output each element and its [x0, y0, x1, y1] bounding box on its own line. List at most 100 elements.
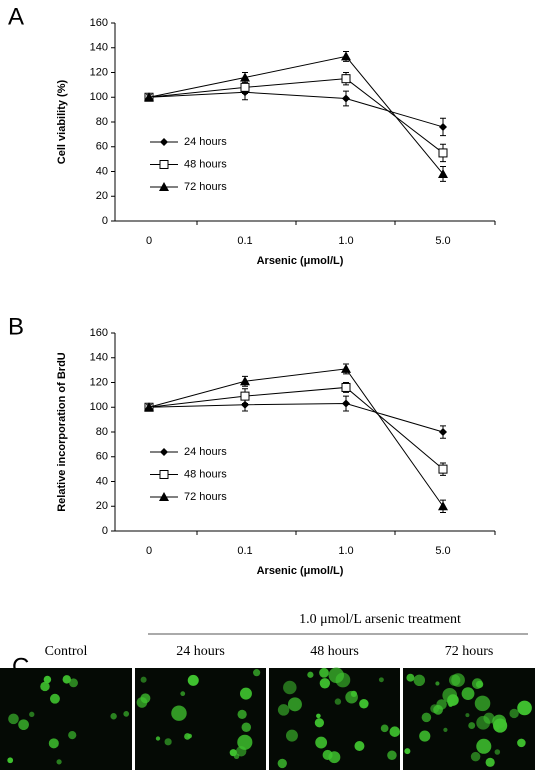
- cell: [319, 678, 331, 689]
- y-tick-label: 60: [96, 141, 108, 153]
- x-tick-label: 0.1: [237, 545, 252, 557]
- cell: [283, 680, 297, 695]
- y-tick-label: 100: [90, 401, 108, 413]
- cell: [237, 709, 247, 720]
- cell: [43, 675, 52, 684]
- marker: [438, 501, 448, 511]
- cell: [493, 718, 508, 733]
- marker: [240, 72, 250, 82]
- y-tick-label: 80: [96, 116, 108, 128]
- marker: [341, 363, 351, 373]
- y-tick-label: 80: [96, 426, 108, 438]
- cell: [435, 681, 440, 686]
- marker: [341, 51, 351, 61]
- cell: [406, 673, 415, 682]
- cell: [241, 722, 252, 732]
- x-tick-label: 5.0: [435, 545, 450, 557]
- legend-label: 48 hours: [184, 468, 227, 480]
- cell: [239, 687, 252, 700]
- cell: [315, 736, 328, 749]
- marker: [438, 464, 448, 474]
- legend-marker: [160, 448, 168, 456]
- marker: [341, 382, 351, 392]
- y-tick-label: 160: [90, 327, 108, 339]
- cell: [62, 675, 72, 684]
- cell: [110, 713, 117, 720]
- cell: [49, 693, 60, 704]
- cell: [476, 738, 492, 754]
- panel-heading: 1.0 μmol/L arsenic treatment: [299, 612, 461, 627]
- cell: [286, 729, 298, 742]
- micrograph: [403, 668, 535, 770]
- y-tick-label: 40: [96, 475, 108, 487]
- y-tick-label: 20: [96, 500, 108, 512]
- cell: [413, 674, 426, 687]
- cell: [287, 697, 302, 712]
- cell: [7, 757, 14, 764]
- cell: [8, 713, 19, 725]
- y-tick-label: 160: [90, 17, 108, 29]
- marker: [144, 402, 154, 412]
- marker: [341, 74, 351, 84]
- marker: [240, 82, 250, 92]
- x-axis-title: Arsenic (μmol/L): [257, 255, 344, 267]
- marker: [439, 428, 447, 436]
- cell: [350, 690, 357, 697]
- cell: [322, 749, 333, 760]
- x-tick-label: 5.0: [435, 235, 450, 247]
- legend-label: 72 hours: [184, 181, 227, 193]
- cell: [474, 695, 491, 712]
- cell: [155, 736, 161, 741]
- legend-marker: [160, 138, 168, 146]
- y-tick-label: 120: [90, 376, 108, 388]
- cell: [509, 708, 519, 719]
- y-tick-label: 0: [102, 215, 108, 227]
- cell: [48, 738, 59, 749]
- marker: [342, 399, 350, 408]
- panel-label: A: [8, 3, 24, 30]
- legend-marker: [159, 470, 169, 479]
- legend-label: 24 hours: [184, 136, 227, 148]
- micrograph: [135, 668, 266, 770]
- cell: [277, 758, 287, 769]
- marker: [342, 94, 350, 103]
- image-background: [0, 668, 132, 770]
- cell: [140, 693, 151, 704]
- cell: [69, 678, 78, 688]
- cell: [436, 699, 447, 710]
- y-axis-title: Cell viability (%): [56, 79, 68, 164]
- cell: [471, 678, 483, 689]
- marker: [240, 376, 250, 386]
- cell: [140, 676, 147, 683]
- legend-label: 72 hours: [184, 491, 227, 503]
- y-tick-label: 120: [90, 66, 108, 78]
- marker: [438, 168, 448, 178]
- image-caption: 48 hours: [310, 644, 359, 659]
- cell: [68, 731, 77, 740]
- cell: [354, 741, 365, 751]
- cell: [470, 751, 481, 762]
- cell: [235, 746, 247, 757]
- cell: [277, 704, 290, 716]
- cell: [443, 727, 448, 732]
- cell: [334, 698, 342, 705]
- cell: [483, 712, 495, 724]
- cell: [29, 711, 35, 718]
- micrograph: [0, 668, 132, 770]
- cell: [461, 687, 475, 701]
- series-line: [148, 386, 444, 470]
- cell: [359, 699, 369, 709]
- micrograph: [269, 667, 401, 770]
- legend-label: 24 hours: [184, 446, 227, 458]
- cell: [316, 713, 321, 719]
- cell: [380, 724, 389, 733]
- cell: [387, 750, 397, 761]
- cell: [184, 733, 191, 740]
- y-tick-label: 20: [96, 190, 108, 202]
- legend-marker: [159, 492, 169, 501]
- cell: [123, 711, 130, 717]
- cell: [448, 674, 461, 686]
- y-tick-label: 100: [90, 91, 108, 103]
- x-tick-label: 1.0: [338, 545, 353, 557]
